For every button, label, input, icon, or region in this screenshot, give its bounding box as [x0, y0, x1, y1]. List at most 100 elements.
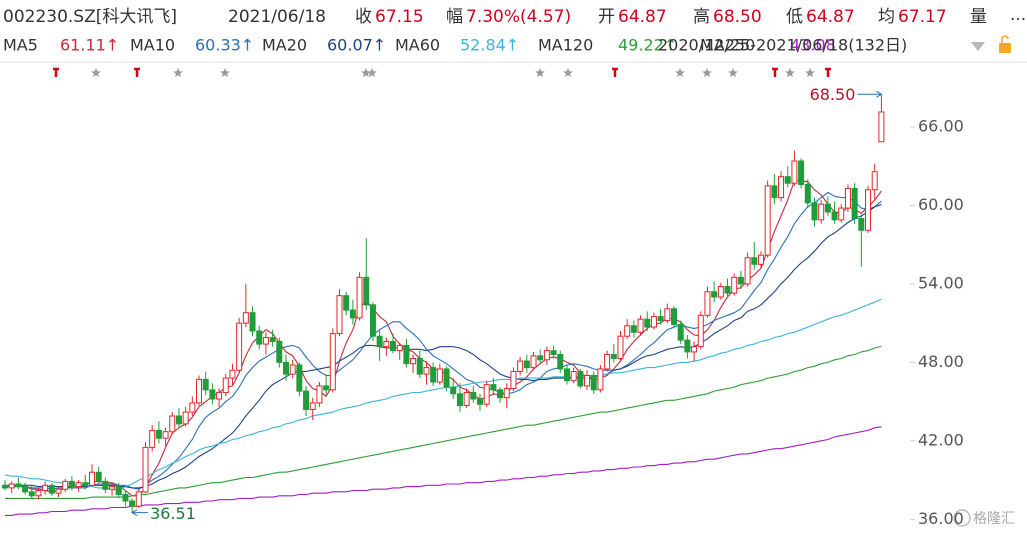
event-star[interactable]	[563, 68, 573, 77]
candle-body	[443, 368, 450, 388]
field-label: 均	[878, 7, 895, 27]
field-label: 开	[598, 7, 615, 27]
candle-body	[430, 367, 437, 383]
candle-body	[791, 160, 798, 184]
y-tick-label: 48.00	[918, 352, 964, 371]
candle-body	[798, 160, 805, 186]
candle-body	[771, 185, 778, 199]
candle-body	[236, 322, 243, 371]
candle-body	[209, 389, 216, 400]
candle-body	[610, 354, 617, 359]
event-star[interactable]	[173, 68, 183, 77]
annotation-label: 36.51	[150, 504, 196, 523]
event-star[interactable]	[535, 68, 545, 77]
candle-body	[303, 390, 310, 410]
candle-body	[878, 111, 885, 143]
event-flag[interactable]	[612, 67, 618, 77]
event-star[interactable]	[220, 68, 230, 77]
candle-body	[811, 202, 818, 221]
field-label: 收	[355, 7, 372, 27]
candle-body	[309, 402, 316, 410]
y-tick-label: 66.00	[918, 116, 964, 135]
candle-body	[109, 486, 116, 490]
candle-body	[149, 429, 156, 448]
date-range: 2020/12/25-2021/06/18(132日)	[658, 36, 907, 55]
candle-body	[476, 398, 483, 405]
candle-body	[510, 371, 517, 390]
field-value: 64.87	[806, 7, 855, 27]
field-value: 64.87	[618, 7, 667, 27]
y-tick-label: 60.00	[918, 195, 964, 214]
more-button[interactable]: ...	[1010, 5, 1026, 25]
legend-value: 49.22↑	[618, 36, 677, 55]
candle-body	[155, 429, 162, 439]
event-star[interactable]	[361, 68, 371, 77]
candle-body	[55, 488, 62, 494]
candle-body	[711, 291, 718, 298]
legend-value: 52.84↑	[460, 36, 519, 55]
candle-body	[329, 333, 336, 391]
candle-body	[844, 187, 851, 209]
legend-name: MA120	[538, 36, 593, 55]
event-flag[interactable]	[134, 67, 140, 77]
event-flag[interactable]	[772, 67, 778, 77]
candle-body	[189, 402, 196, 413]
candle-body	[369, 304, 376, 337]
candle-body	[88, 471, 95, 486]
event-star[interactable]	[702, 68, 712, 77]
candle-body	[22, 486, 29, 493]
event-star[interactable]	[805, 68, 815, 77]
candle-body	[396, 344, 403, 352]
candle-body	[242, 312, 249, 324]
candle-body	[216, 391, 223, 400]
event-flag[interactable]	[825, 67, 831, 77]
ma-line	[4, 298, 882, 492]
candle-body	[8, 483, 15, 489]
candle-body	[343, 295, 350, 311]
candle-body	[737, 276, 744, 285]
candle-body	[824, 203, 831, 213]
watermark-logo	[953, 509, 971, 527]
legend-name: MA250	[700, 36, 755, 55]
candle-body	[563, 368, 570, 382]
candle-body	[269, 337, 276, 342]
candle-body	[550, 350, 557, 356]
legend-value: 60.33↑	[195, 36, 254, 55]
candle-body	[543, 350, 550, 361]
candle-body	[423, 367, 430, 375]
candle-body	[851, 187, 858, 220]
candle-body	[383, 340, 390, 348]
candle-body	[644, 318, 651, 328]
candle-body	[416, 357, 423, 375]
candle-body	[256, 330, 263, 345]
candle-body	[470, 391, 477, 400]
candle-body	[584, 374, 591, 387]
candle-body	[95, 471, 102, 482]
event-flag[interactable]	[53, 67, 59, 77]
legend-name: MA5	[3, 36, 38, 55]
candle-body	[577, 371, 584, 387]
candle-body	[490, 384, 497, 391]
event-star[interactable]	[785, 68, 795, 77]
candle-body	[323, 385, 330, 391]
candle-body	[557, 354, 564, 370]
candle-body	[68, 480, 75, 488]
event-star[interactable]	[675, 68, 685, 77]
candle-body	[624, 325, 631, 337]
candle-body	[637, 318, 644, 333]
event-star[interactable]	[367, 68, 377, 77]
candle-body	[142, 446, 149, 493]
dropdown-icon[interactable]	[971, 42, 985, 51]
event-star[interactable]	[91, 68, 101, 77]
candle-body	[784, 176, 791, 184]
candle-body	[463, 391, 470, 407]
candle-body	[858, 218, 865, 231]
candle-body	[717, 286, 724, 298]
event-star[interactable]	[728, 68, 738, 77]
candle-body	[751, 257, 758, 265]
lock-icon[interactable]	[999, 35, 1011, 53]
field-value: 7.30%(4.57)	[466, 7, 571, 27]
candle-body	[262, 337, 269, 345]
candle-body	[704, 291, 711, 316]
candle-body	[497, 389, 504, 399]
